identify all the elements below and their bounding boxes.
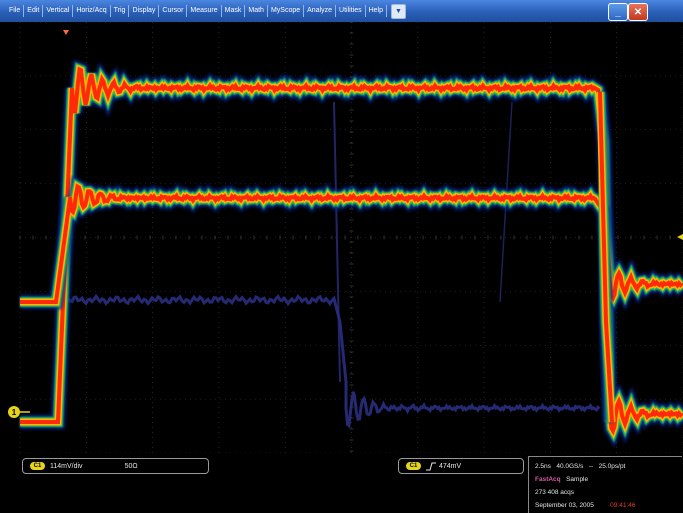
waveform-fall <box>593 91 619 423</box>
waveform-display[interactable]: 1 <box>0 22 683 453</box>
minimize-icon: _ <box>615 6 621 18</box>
ghost-waveform <box>64 101 601 429</box>
trigger-level: 474mV <box>439 462 462 470</box>
separator: -- <box>588 463 594 470</box>
time: 09:41:46 <box>610 502 636 509</box>
channel1-scale: 114mV/div <box>50 462 83 470</box>
menu-dropdown-button[interactable]: ▼ <box>391 3 407 19</box>
trigger-readout[interactable]: C1 474mV <box>398 458 524 474</box>
menu-vertical[interactable]: Vertical <box>43 5 74 17</box>
fastacq-waveforms <box>20 59 683 448</box>
trigger-source-badge: C1 <box>406 462 421 470</box>
acq-count: 273 408 acqs <box>535 489 575 496</box>
menu-trig[interactable]: Trig <box>111 5 130 17</box>
waveform-canvas: 1 <box>8 22 683 453</box>
record-resolution: 25.0ps/pt <box>598 463 626 470</box>
horizontal-scale: 2.5ns <box>535 463 551 470</box>
acq-type: Sample <box>566 476 589 483</box>
channel1-badge: C1 <box>30 462 45 470</box>
menu-mask[interactable]: Mask <box>222 5 246 17</box>
graticule <box>19 22 683 453</box>
acquisition-status[interactable]: 2.5ns 40.0GS/s -- 25.0ps/pt FastAcq Samp… <box>528 456 682 513</box>
menu-myscope[interactable]: MyScope <box>268 5 305 17</box>
channel1-termination: 50Ω <box>124 462 138 470</box>
trigger-position-marker[interactable] <box>63 30 69 35</box>
svg-text:1: 1 <box>12 408 17 417</box>
menu-display[interactable]: Display <box>129 5 160 17</box>
channel1-readout[interactable]: C1 114mV/div 50Ω <box>22 458 209 474</box>
ghost-edge-fall <box>333 101 341 383</box>
readout-bar: C1 114mV/div 50Ω C1 474mV 2.5ns 40.0GS/s… <box>0 453 683 513</box>
menu-math[interactable]: Math <box>245 5 268 17</box>
rising-edge-icon <box>426 462 436 470</box>
menu-measure[interactable]: Measure <box>187 5 222 17</box>
menu-file[interactable]: File <box>6 5 25 17</box>
datetime-line: September 03, 2005 09:41:46 <box>535 499 682 512</box>
ghost-trace <box>64 293 601 429</box>
horizontal-readout: 2.5ns 40.0GS/s -- 25.0ps/pt <box>535 460 682 473</box>
close-icon: ✕ <box>633 6 643 18</box>
menu-utilities[interactable]: Utilities <box>336 5 366 17</box>
close-button[interactable]: ✕ <box>628 3 648 21</box>
menu-horiz-acq[interactable]: Horiz/Acq <box>73 5 111 17</box>
menu-bar: File Edit Vertical Horiz/Acq Trig Displa… <box>0 0 683 22</box>
sample-rate: 40.0GS/s <box>556 463 584 470</box>
trigger-level-marker[interactable] <box>677 234 683 240</box>
minimize-button[interactable]: _ <box>608 3 628 21</box>
menu-help[interactable]: Help <box>366 5 388 17</box>
acq-mode: FastAcq <box>535 476 561 483</box>
chevron-down-icon: ▼ <box>395 7 402 15</box>
menu-analyze[interactable]: Analyze <box>304 5 337 17</box>
date: September 03, 2005 <box>535 502 594 509</box>
menu-edit[interactable]: Edit <box>24 5 44 17</box>
waveform-top <box>20 59 683 448</box>
acq-mode-line: FastAcq Sample <box>535 473 682 486</box>
channel1-marker[interactable]: 1 <box>8 406 30 418</box>
waveform-middle <box>20 175 683 312</box>
menu-cursor[interactable]: Cursor <box>159 5 188 17</box>
